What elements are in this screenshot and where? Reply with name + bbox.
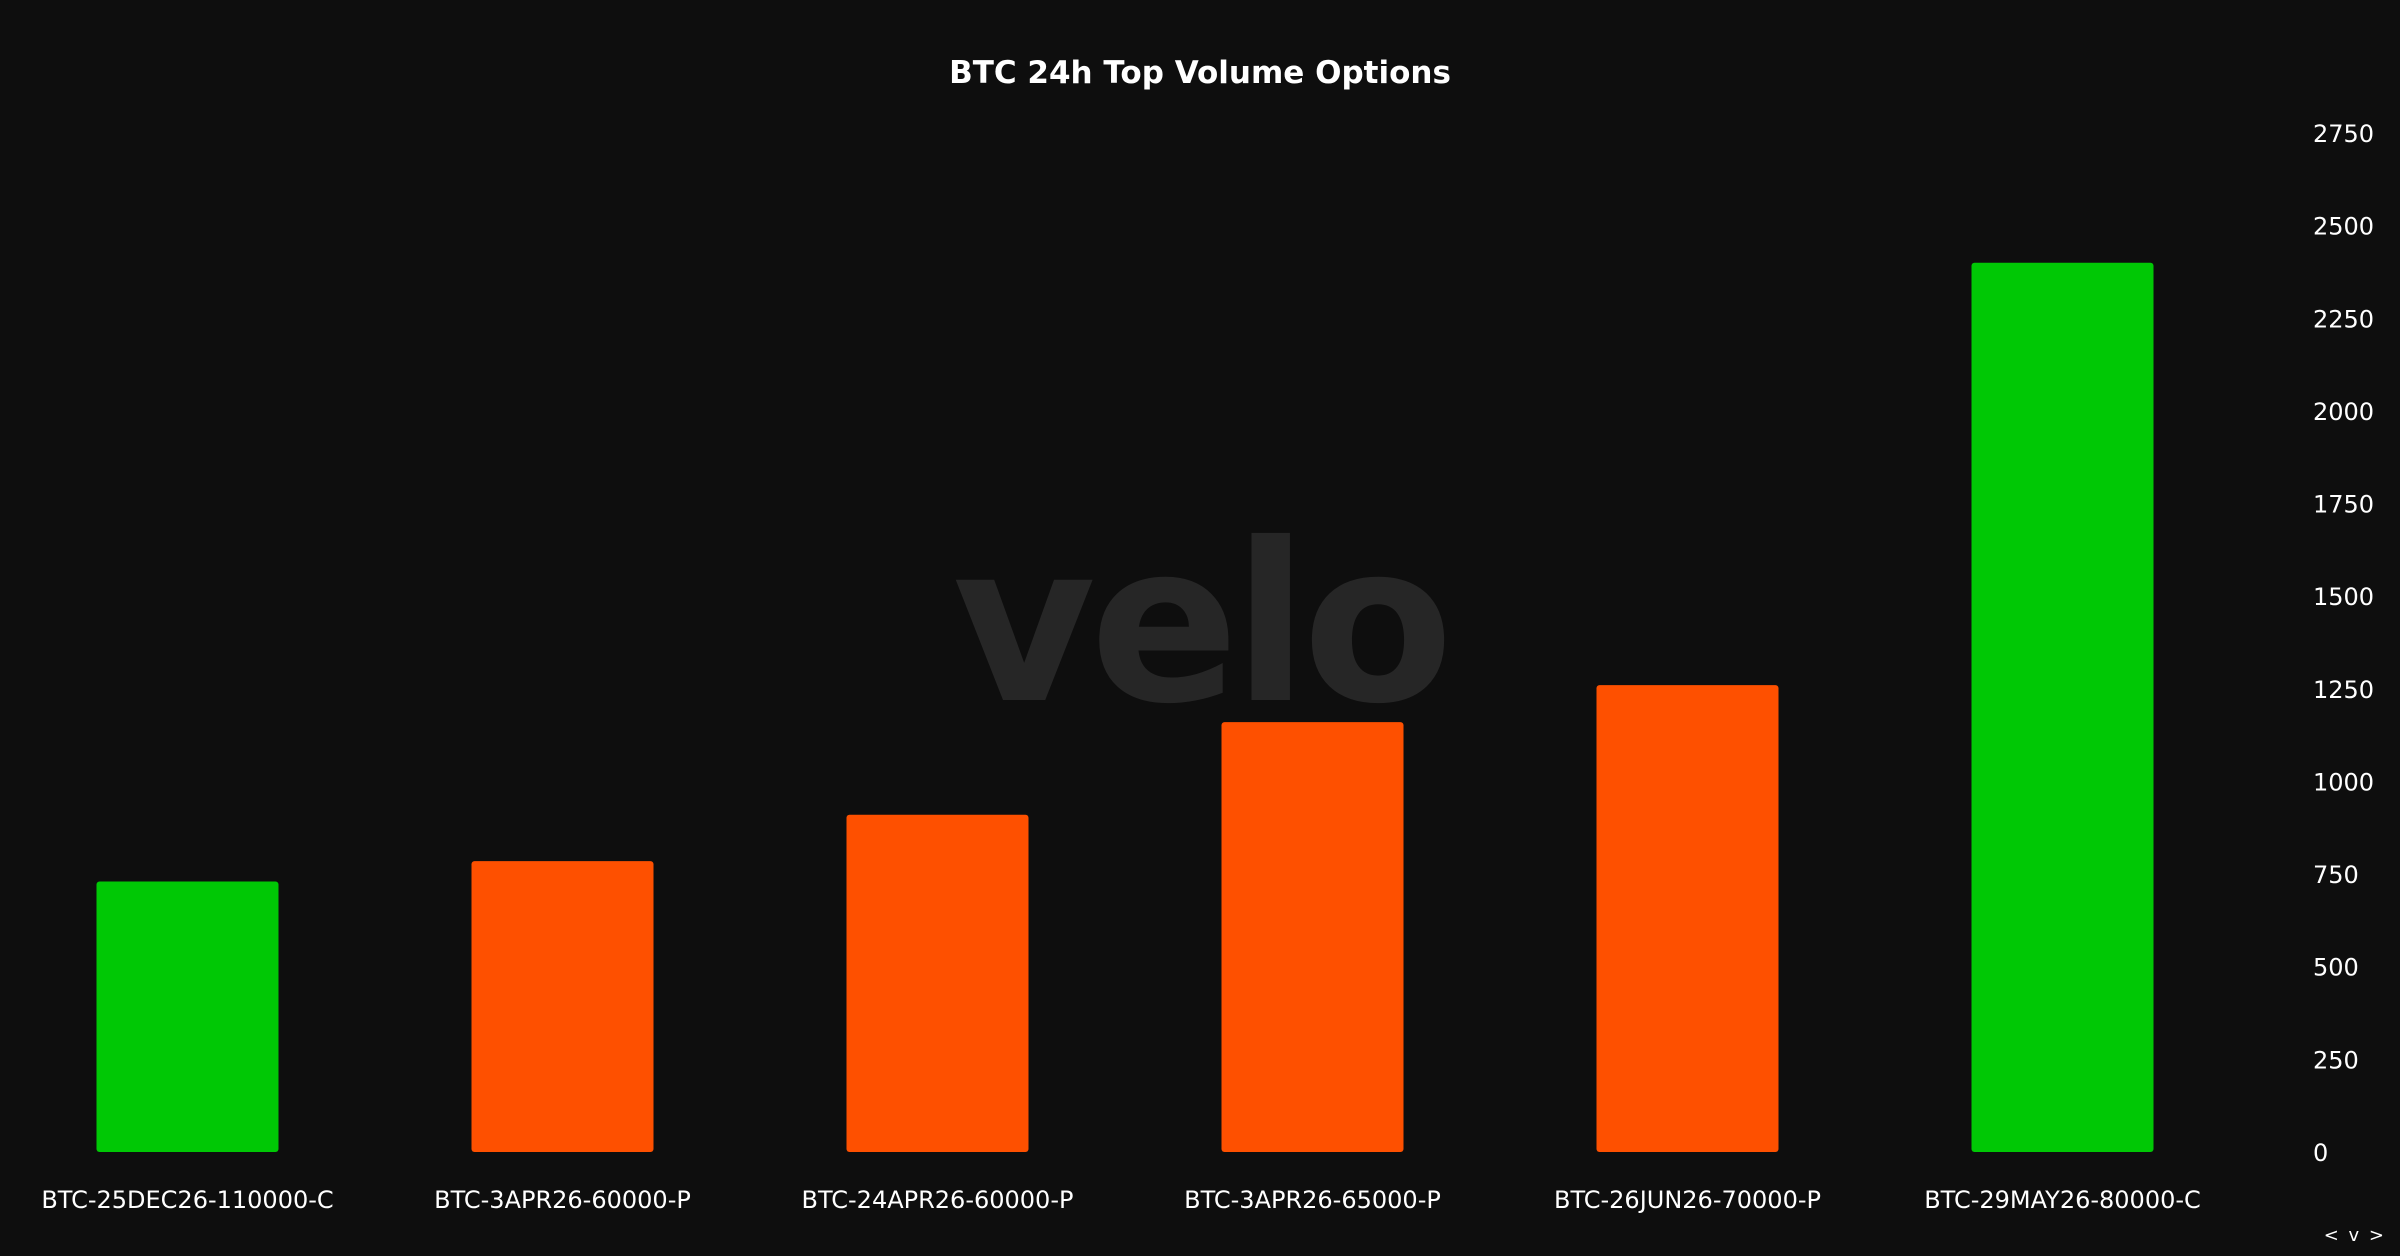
bar-btc-26jun26-70000-p[interactable] [1596, 685, 1779, 1152]
x-tick-labels: BTC-25DEC26-110000-C BTC-3APR26-60000-P BT… [41, 1186, 2200, 1214]
x-tick-label: BTC-29MAY26-80000-C [1924, 1186, 2201, 1214]
x-tick-label: BTC-24APR26-60000-P [802, 1186, 1074, 1214]
y-tick-label: 750 [2313, 861, 2359, 889]
y-tick-label: 1750 [2313, 491, 2374, 519]
y-tick-label: 1500 [2313, 583, 2374, 611]
y-tick-label: 1000 [2313, 768, 2374, 796]
chevron-down-icon[interactable]: v [2348, 1225, 2362, 1246]
next-arrow-icon[interactable]: > [2368, 1225, 2386, 1246]
y-tick-label: 2750 [2313, 120, 2374, 148]
y-tick-label: 250 [2313, 1046, 2359, 1074]
bar-btc-3apr26-65000-p[interactable] [1221, 722, 1404, 1152]
y-tick-label: 500 [2313, 954, 2359, 982]
bar-btc-29may26-80000-c[interactable] [1971, 262, 2154, 1152]
y-tick-label: 1250 [2313, 676, 2374, 704]
x-tick-label: BTC-3APR26-65000-P [1184, 1186, 1441, 1214]
bar-btc-25dec26-110000-c[interactable] [96, 881, 279, 1152]
prev-arrow-icon[interactable]: < [2323, 1225, 2341, 1246]
bars-group [96, 262, 2154, 1152]
y-tick-labels: 0 250 500 750 1000 1250 1500 1750 2000 2250 2500 27… [2313, 120, 2374, 1167]
y-tick-label: 2000 [2313, 398, 2374, 426]
bar-btc-24apr26-60000-p[interactable] [846, 814, 1029, 1152]
x-tick-label: BTC-3APR26-60000-P [434, 1186, 691, 1214]
y-tick-label: 2500 [2313, 213, 2374, 241]
y-tick-label: 0 [2313, 1139, 2328, 1167]
velo-watermark-logo: velo [952, 496, 1447, 752]
bar-btc-3apr26-60000-p[interactable] [471, 861, 654, 1152]
chart-navigation: < v > [2324, 1225, 2386, 1246]
x-tick-label: BTC-26JUN26-70000-P [1554, 1186, 1821, 1214]
y-tick-label: 2250 [2313, 305, 2374, 333]
x-tick-label: BTC-25DEC26-110000-C [41, 1186, 333, 1214]
chart-title: BTC 24h Top Volume Options [949, 55, 1451, 91]
